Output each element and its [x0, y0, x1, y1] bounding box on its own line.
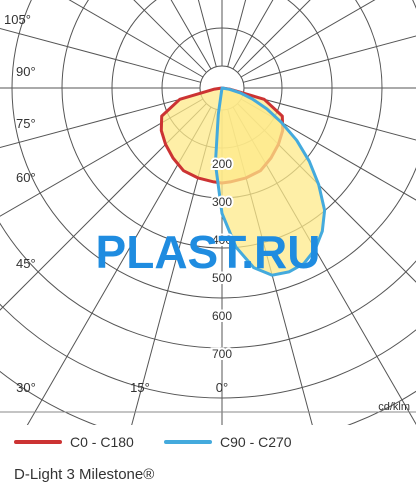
polar-grid [0, 0, 416, 425]
grid-spoke [0, 93, 201, 149]
grid-spoke [237, 0, 311, 73]
grid-spoke [232, 0, 274, 70]
legend: C0 - C180 C90 - C270 [14, 430, 414, 454]
radial-tick-label: 200 [212, 157, 232, 171]
angle-label: 0° [216, 380, 228, 395]
radial-tick-label: 500 [212, 271, 232, 285]
series-c90-c270-curve [213, 86, 327, 277]
grid-spoke [68, 0, 204, 78]
grid-spoke [0, 98, 204, 217]
grid-spoke [170, 0, 212, 70]
legend-item-c0: C0 - C180 [14, 430, 134, 454]
radial-tick-label: 400 [212, 233, 232, 247]
legend-label-c90: C90 - C270 [220, 434, 292, 450]
legend-item-c90: C90 - C270 [164, 430, 292, 454]
grid-spoke [240, 0, 376, 78]
grid-spoke [243, 93, 416, 141]
polar-chart: 200 300 400 500 600 700 105° 90° 75° 60° 45° 30° 15… [0, 0, 416, 425]
radial-tick-label: 600 [212, 309, 232, 323]
grid-spoke [227, 0, 247, 67]
light-curves [159, 86, 327, 277]
legend-swatch-blue [164, 440, 212, 444]
grid-spoke [133, 0, 207, 73]
legend-swatch-red [14, 440, 62, 444]
grid-spoke [0, 27, 201, 83]
angle-label: 105° [4, 12, 31, 27]
angle-label: 75° [16, 116, 36, 131]
angle-labels: 105° 90° 75° 60° 45° 30° 15° 0° [4, 12, 228, 395]
radial-tick-labels: 200 300 400 500 600 700 [210, 155, 234, 363]
grid-spoke [197, 0, 217, 67]
product-caption: D-Light 3 Milestone® [14, 466, 155, 483]
angle-label: 15° [130, 380, 150, 395]
radial-tick-label: 700 [212, 347, 232, 361]
grid-spoke [0, 103, 207, 311]
angle-label: 90° [16, 64, 36, 79]
watermark: PLAST.RU [96, 226, 321, 278]
legend-label-c0: C0 - C180 [70, 434, 134, 450]
grid-spoke [243, 35, 416, 83]
unit-label: cd/klm [378, 401, 410, 413]
grid-ring [0, 303, 416, 399]
angle-label: 60° [16, 170, 36, 185]
radial-tick-label: 300 [212, 195, 232, 209]
angle-label: 45° [16, 256, 36, 271]
grid-spoke [240, 98, 416, 201]
angle-label: 30° [16, 380, 36, 395]
